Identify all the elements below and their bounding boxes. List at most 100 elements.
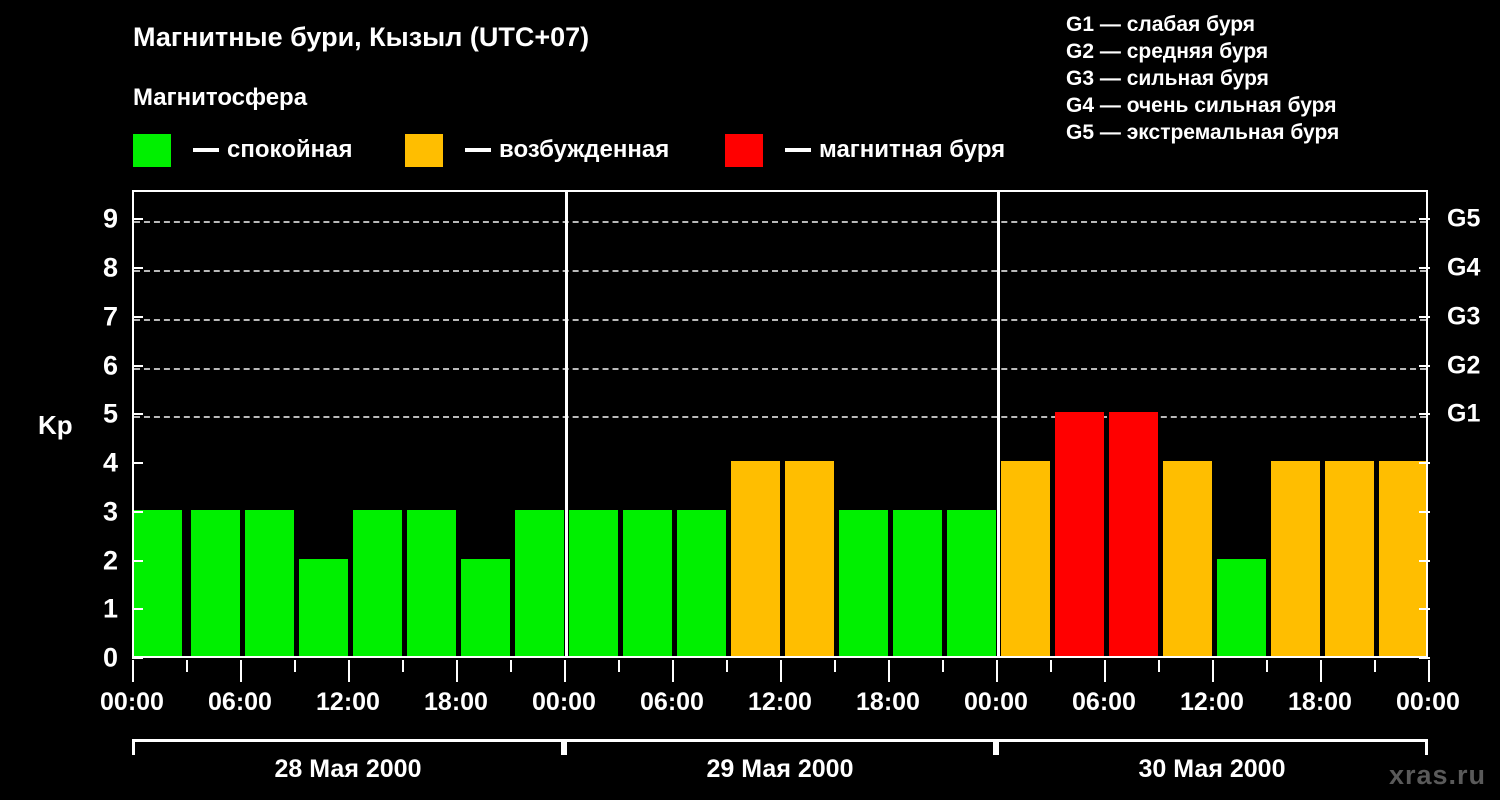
x-axis-tick-label: 12:00	[316, 688, 380, 716]
y-axis-tick-label: 4	[102, 447, 118, 478]
g-legend-text: экстремальная буря	[1126, 121, 1340, 144]
chart-bar	[352, 509, 402, 656]
gridline-kp-5	[134, 416, 1426, 419]
y-axis-tick-label: 9	[102, 203, 118, 234]
x-axis-tick	[996, 660, 998, 682]
y-axis-tick	[132, 413, 143, 416]
watermark: xras.ru	[1388, 760, 1486, 790]
g-legend-row-g4: G4 — очень сильная буря	[1066, 92, 1486, 119]
gridline-kp-9	[134, 221, 1426, 224]
y-axis-tick-right	[1419, 657, 1430, 659]
date-bracket	[996, 739, 1428, 755]
g-legend-code: G1	[1066, 13, 1095, 36]
x-axis-tick	[726, 660, 728, 672]
g-axis-label-g3: G3	[1447, 302, 1481, 331]
chart-plot-area	[132, 190, 1428, 658]
y-axis-tick	[132, 608, 143, 611]
x-axis-tick	[834, 660, 836, 672]
x-axis-tick	[672, 660, 674, 682]
g-legend-dash-icon: —	[1094, 94, 1127, 117]
y-axis-tick	[132, 267, 143, 269]
chart-bar	[1054, 412, 1104, 656]
x-axis-tick	[240, 660, 242, 682]
y-axis-tick	[132, 657, 143, 659]
g-axis-label-g4: G4	[1447, 253, 1481, 282]
legend-swatch-storm-icon	[725, 133, 763, 167]
legend-item-storm: магнитная буря	[725, 133, 1005, 167]
y-axis-tick-label: 2	[102, 545, 118, 575]
date-label: 29 Мая 2000	[706, 755, 854, 783]
chart-bar	[1378, 461, 1426, 656]
x-axis-tick	[1212, 660, 1214, 682]
g-axis-label-g5: G5	[1447, 204, 1481, 233]
magnetosphere-heading: Магнитосфера	[133, 84, 308, 111]
g-legend-dash-icon: —	[1094, 13, 1127, 36]
x-axis-tick	[132, 660, 134, 682]
legend-dash-icon	[785, 148, 811, 152]
chart-bar	[1216, 558, 1266, 656]
g-axis-label-g2: G2	[1447, 351, 1481, 379]
x-axis-tick	[1428, 660, 1430, 682]
g-legend-row-g1: G1 — слабая буря	[1066, 11, 1486, 38]
y-axis-tick	[132, 462, 143, 464]
magnetosphere-legend: спокойная возбужденная магнитная буря	[133, 133, 1053, 167]
x-axis-tick	[618, 660, 620, 672]
y-axis-tick-right	[1419, 608, 1430, 611]
x-axis-tick	[402, 660, 404, 672]
legend-item-calm: спокойная	[133, 133, 352, 167]
y-axis-tick-right	[1419, 413, 1430, 416]
chart-bar	[1108, 412, 1158, 656]
x-axis-tick	[1374, 660, 1376, 672]
gridline-kp-7	[134, 318, 1426, 321]
y-axis-tick-label: 3	[102, 496, 118, 527]
x-axis-tick-label: 06:00	[1072, 688, 1136, 716]
date-bracket	[132, 739, 564, 755]
chart-bar	[190, 509, 240, 656]
chart-bar	[244, 509, 294, 656]
gridline-kp-8	[134, 270, 1426, 272]
x-axis-tick-label: 00:00	[1396, 688, 1460, 716]
x-axis-tick	[564, 660, 566, 682]
y-axis-tick	[132, 559, 143, 562]
legend-label: спокойная	[227, 136, 353, 163]
chart-bar	[1000, 461, 1050, 656]
y-axis-tick	[132, 218, 143, 221]
y-axis-tick-right	[1419, 510, 1430, 513]
y-axis-tick-right	[1419, 559, 1430, 562]
x-axis-tick-label: 12:00	[748, 688, 812, 716]
x-axis-tick	[186, 660, 188, 672]
chart-bar	[1324, 461, 1374, 656]
gridline-kp-6	[134, 367, 1426, 370]
chart-bar	[514, 509, 564, 656]
page-title: Магнитные бури, Кызыл (UTC+07)	[133, 22, 590, 52]
g-legend-row-g3: G3 — сильная буря	[1066, 65, 1486, 92]
g-legend-code: G3	[1066, 67, 1095, 90]
x-axis-tick-label: 12:00	[1180, 688, 1244, 716]
date-label: 28 Мая 2000	[274, 755, 422, 783]
x-axis-tick	[780, 660, 782, 682]
g-legend-text: очень сильная буря	[1126, 94, 1337, 117]
y-axis-title: Kp	[38, 410, 73, 440]
y-axis-tick	[132, 510, 143, 513]
chart-bar	[730, 461, 780, 656]
x-axis-tick	[1320, 660, 1322, 682]
g-legend-code: G4	[1066, 94, 1095, 117]
y-axis-tick	[132, 315, 143, 318]
legend-dash-icon	[193, 148, 219, 152]
legend-label: магнитная буря	[819, 136, 1006, 163]
x-axis-tick-label: 00:00	[532, 688, 596, 716]
date-label: 30 Мая 2000	[1138, 755, 1286, 783]
g-axis-label-g1: G1	[1447, 399, 1481, 428]
chart-bar	[134, 509, 182, 656]
g-legend-code: G2	[1066, 40, 1095, 63]
chart-bar	[1162, 461, 1212, 656]
g-legend-row-g5: G5 — экстремальная буря	[1066, 119, 1486, 146]
g-legend-dash-icon: —	[1094, 40, 1127, 63]
x-axis-tick-label: 18:00	[424, 688, 488, 716]
chart-bar	[838, 509, 888, 656]
x-axis-tick	[1266, 660, 1268, 672]
chart-bar	[568, 509, 618, 656]
g-legend-dash-icon: —	[1094, 67, 1127, 90]
x-axis-tick	[348, 660, 350, 682]
x-axis-tick-label: 00:00	[100, 688, 164, 716]
